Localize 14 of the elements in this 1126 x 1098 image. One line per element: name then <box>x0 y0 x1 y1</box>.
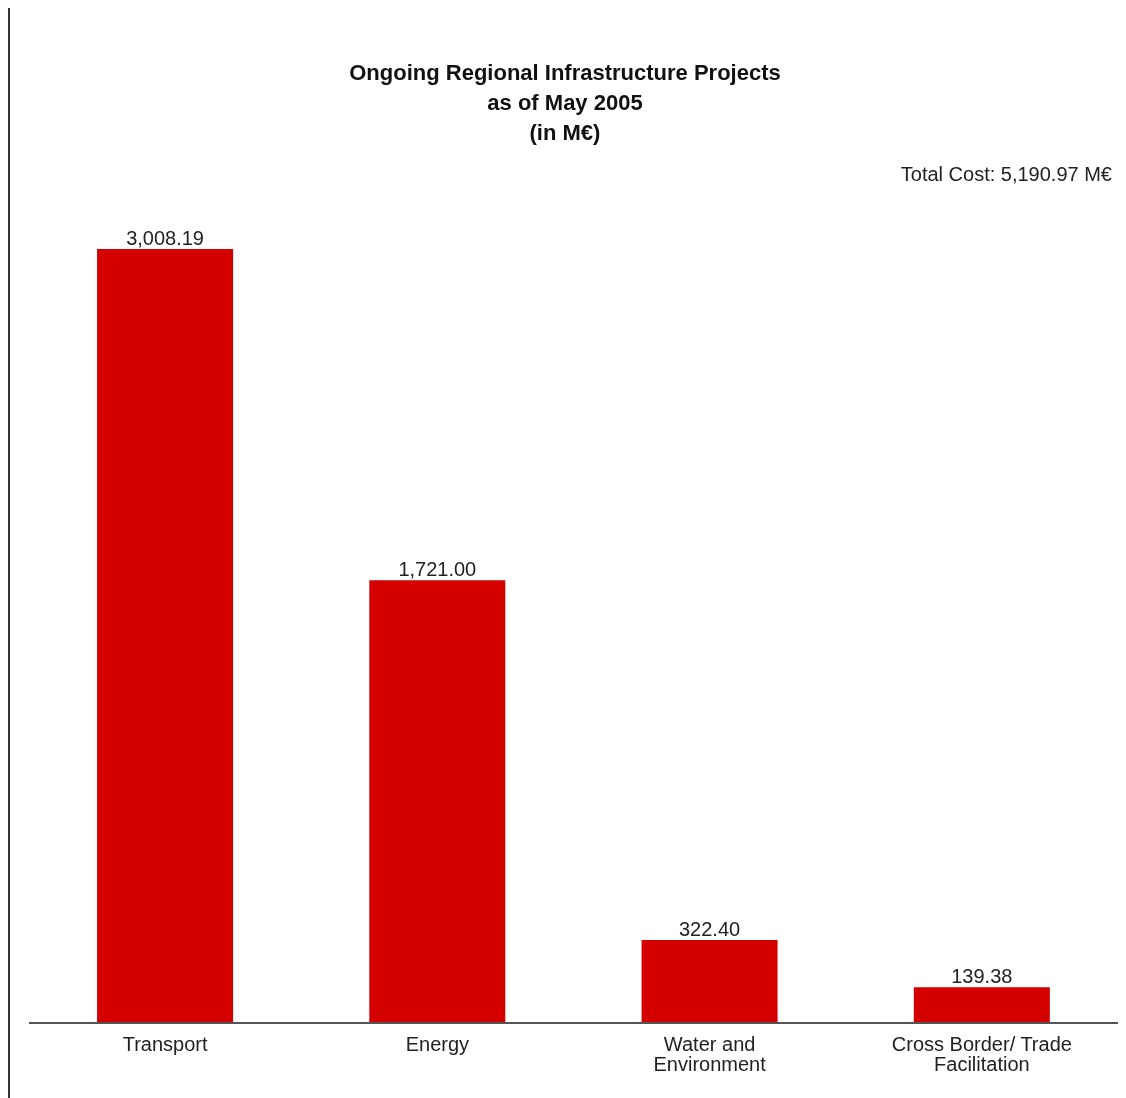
bar <box>97 249 234 1023</box>
x-tick-label: Energy <box>405 1033 470 1056</box>
data-label: 3,008.19 <box>126 227 204 249</box>
chart-title: Ongoing Regional Infrastructure Projects as of May 2005 (in M€) <box>348 59 782 147</box>
bar <box>913 987 1050 1023</box>
bar <box>369 580 506 1023</box>
data-label: 139.38 <box>951 965 1013 988</box>
text: Total Cost: 5,190.97 M€ <box>900 163 1112 186</box>
bar <box>641 940 778 1023</box>
data-label: 1,721.00 <box>398 558 477 581</box>
x-tick-label: Water and Environment <box>653 1033 767 1076</box>
x-tick-label: Transport <box>122 1033 208 1056</box>
x-tick-label: Cross Border/ Trade Facilitation <box>891 1033 1072 1076</box>
data-label: 322.40 <box>678 918 741 941</box>
